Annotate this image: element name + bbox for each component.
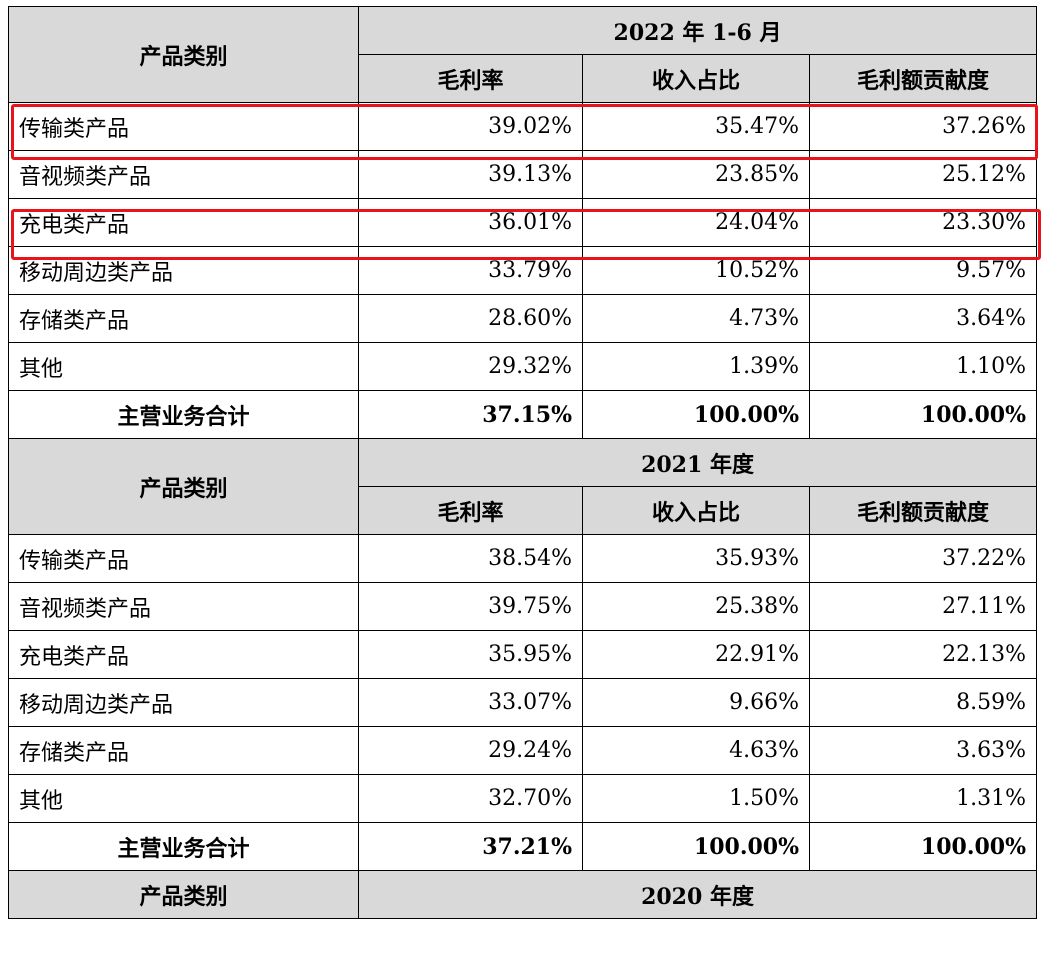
contribution-cell: 25.12% — [808, 150, 1038, 199]
revenue-share-cell: 35.93% — [582, 534, 810, 583]
table-row: 传输类产品 39.02% 35.47% 37.26% — [8, 102, 1038, 151]
row-name: 传输类产品 — [8, 534, 359, 583]
contribution-cell: 8.59% — [808, 678, 1038, 727]
row-name: 充电类产品 — [8, 198, 359, 247]
total-gross-margin: 37.15% — [358, 390, 583, 439]
table-row: 传输类产品 38.54% 35.93% 37.22% — [8, 534, 1038, 583]
table-row: 存储类产品 29.24% 4.63% 3.63% — [8, 726, 1038, 775]
contribution-cell: 1.10% — [808, 342, 1038, 391]
header-category: 产品类别 — [8, 438, 359, 535]
header-contribution: 毛利额贡献度 — [808, 486, 1038, 535]
header-gross-margin: 毛利率 — [358, 486, 583, 535]
table-container: 产品类别 2022 年 1-6 月 毛利率 收入占比 毛利额贡献度 传输类产品 … — [8, 6, 1038, 919]
header-revenue-share: 收入占比 — [582, 54, 810, 103]
gross-margin-cell: 28.60% — [358, 294, 583, 343]
header-contribution: 毛利额贡献度 — [808, 54, 1038, 103]
header-period: 2021 年度 — [357, 438, 1038, 487]
gross-margin-cell: 33.79% — [358, 246, 583, 295]
revenue-share-cell: 4.73% — [582, 294, 810, 343]
row-name: 充电类产品 — [8, 630, 359, 679]
header-category: 产品类别 — [8, 6, 359, 103]
revenue-share-cell: 9.66% — [582, 678, 810, 727]
gross-margin-cell: 33.07% — [358, 678, 583, 727]
gross-margin-cell: 39.13% — [358, 150, 583, 199]
contribution-cell: 27.11% — [808, 582, 1038, 631]
gross-margin-cell: 39.02% — [358, 102, 583, 151]
total-row: 主营业务合计 37.15% 100.00% 100.00% — [8, 390, 1038, 439]
contribution-cell: 1.31% — [808, 774, 1038, 823]
gross-margin-cell: 32.70% — [358, 774, 583, 823]
row-name: 音视频类产品 — [8, 150, 359, 199]
total-contribution: 100.00% — [808, 390, 1038, 439]
revenue-share-cell: 10.52% — [582, 246, 810, 295]
row-name: 其他 — [8, 342, 359, 391]
revenue-share-cell: 22.91% — [582, 630, 810, 679]
total-gross-margin: 37.21% — [358, 822, 583, 871]
table-row: 充电类产品 35.95% 22.91% 22.13% — [8, 630, 1038, 679]
row-name: 存储类产品 — [8, 726, 359, 775]
row-name: 移动周边类产品 — [8, 678, 359, 727]
gross-margin-cell: 38.54% — [358, 534, 583, 583]
table-row: 其他 32.70% 1.50% 1.31% — [8, 774, 1038, 823]
total-label: 主营业务合计 — [8, 390, 359, 439]
gross-margin-cell: 29.32% — [358, 342, 583, 391]
revenue-share-cell: 1.50% — [582, 774, 810, 823]
table-row: 其他 29.32% 1.39% 1.10% — [8, 342, 1038, 391]
table-row: 音视频类产品 39.75% 25.38% 27.11% — [8, 582, 1038, 631]
table-row: 充电类产品 36.01% 24.04% 23.30% — [8, 198, 1038, 247]
contribution-cell: 3.64% — [808, 294, 1038, 343]
table-row: 移动周边类产品 33.79% 10.52% 9.57% — [8, 246, 1038, 295]
header-revenue-share: 收入占比 — [582, 486, 810, 535]
header-period: 2020 年度 — [357, 870, 1038, 919]
total-contribution: 100.00% — [808, 822, 1038, 871]
revenue-share-cell: 24.04% — [582, 198, 810, 247]
header-period: 2022 年 1-6 月 — [357, 6, 1038, 55]
table-row: 存储类产品 28.60% 4.73% 3.64% — [8, 294, 1038, 343]
total-row: 主营业务合计 37.21% 100.00% 100.00% — [8, 822, 1038, 871]
row-name: 存储类产品 — [8, 294, 359, 343]
gross-margin-cell: 36.01% — [358, 198, 583, 247]
contribution-cell: 37.22% — [808, 534, 1038, 583]
total-label: 主营业务合计 — [8, 822, 359, 871]
row-name: 音视频类产品 — [8, 582, 359, 631]
header-category: 产品类别 — [8, 870, 359, 919]
gross-margin-cell: 29.24% — [358, 726, 583, 775]
revenue-share-cell: 23.85% — [582, 150, 810, 199]
header-gross-margin: 毛利率 — [358, 54, 583, 103]
gross-margin-cell: 39.75% — [358, 582, 583, 631]
revenue-share-cell: 25.38% — [582, 582, 810, 631]
revenue-share-cell: 4.63% — [582, 726, 810, 775]
contribution-cell: 37.26% — [808, 102, 1038, 151]
contribution-cell: 22.13% — [808, 630, 1038, 679]
revenue-share-cell: 1.39% — [582, 342, 810, 391]
row-name: 其他 — [8, 774, 359, 823]
row-name: 传输类产品 — [8, 102, 359, 151]
contribution-cell: 23.30% — [808, 198, 1038, 247]
row-name: 移动周边类产品 — [8, 246, 359, 295]
table-row: 音视频类产品 39.13% 23.85% 25.12% — [8, 150, 1038, 199]
contribution-cell: 3.63% — [808, 726, 1038, 775]
revenue-share-cell: 35.47% — [582, 102, 810, 151]
total-revenue-share: 100.00% — [582, 390, 810, 439]
gross-margin-table: 产品类别 2022 年 1-6 月 毛利率 收入占比 毛利额贡献度 传输类产品 … — [8, 6, 1038, 919]
gross-margin-cell: 35.95% — [358, 630, 583, 679]
contribution-cell: 9.57% — [808, 246, 1038, 295]
total-revenue-share: 100.00% — [582, 822, 810, 871]
table-row: 移动周边类产品 33.07% 9.66% 8.59% — [8, 678, 1038, 727]
